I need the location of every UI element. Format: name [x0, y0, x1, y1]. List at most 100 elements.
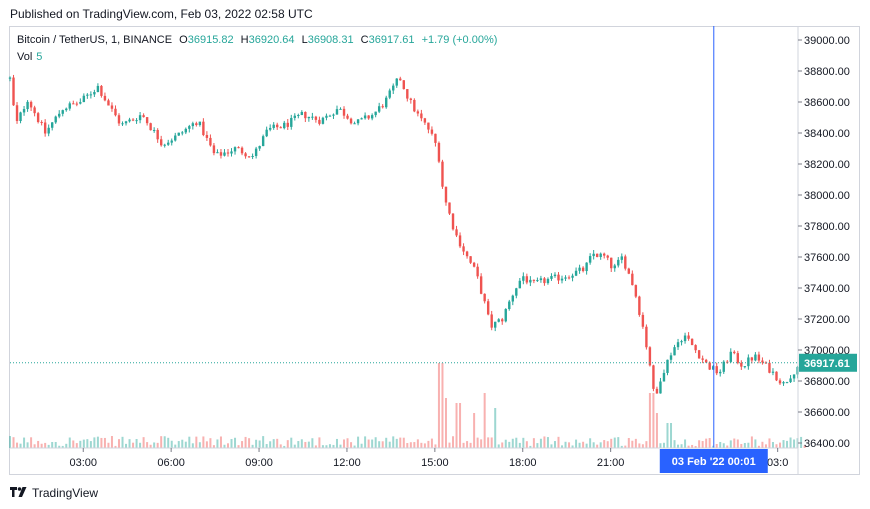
- candle: [58, 110, 61, 119]
- volume-value: 5: [36, 51, 43, 63]
- volume-bar: [768, 438, 771, 448]
- volume-bar: [627, 438, 630, 448]
- candle-body: [750, 357, 754, 361]
- volume-bar: [167, 437, 170, 448]
- volume-bar: [409, 442, 412, 448]
- candle-body: [529, 279, 532, 283]
- candle-body: [374, 111, 377, 116]
- candle-body: [40, 122, 43, 124]
- candle: [114, 105, 117, 117]
- candle: [659, 377, 662, 394]
- candle: [43, 119, 47, 137]
- candle-body: [96, 85, 100, 93]
- volume-bar: [452, 436, 455, 448]
- candle-body: [82, 95, 86, 103]
- candle-body: [26, 101, 29, 110]
- volume-bar: [255, 439, 258, 448]
- candle: [655, 386, 659, 394]
- volume-bar: [170, 440, 173, 448]
- volume-bar: [184, 441, 187, 448]
- volume-label[interactable]: Vol: [17, 51, 33, 63]
- candle: [557, 272, 560, 284]
- volume-bar: [300, 439, 303, 448]
- candle-body: [652, 365, 655, 389]
- volume-bar: [205, 441, 208, 448]
- candle: [181, 130, 184, 136]
- volume-bar: [687, 445, 690, 448]
- volume-bar: [624, 445, 627, 448]
- candle-body: [733, 351, 736, 354]
- volume-bar: [698, 440, 701, 448]
- candle-body: [564, 277, 567, 279]
- volume-bar: [19, 443, 22, 448]
- candle-body: [494, 321, 497, 328]
- candle: [261, 134, 265, 147]
- candle-body: [789, 378, 792, 383]
- candle-body: [546, 278, 550, 284]
- candle-body: [131, 119, 135, 121]
- candle-body: [416, 111, 420, 114]
- volume-bar: [219, 436, 222, 448]
- candle: [314, 115, 318, 123]
- candle-body: [145, 117, 149, 124]
- candle: [683, 332, 687, 344]
- symbol-name[interactable]: Bitcoin / TetherUS, 1, BINANCE: [17, 34, 173, 46]
- volume-bar: [110, 436, 113, 448]
- candle: [159, 135, 163, 147]
- volume-bar: [536, 443, 539, 448]
- price-tick-label: 37800.00: [804, 221, 850, 233]
- candle-body: [181, 132, 184, 134]
- tradingview-footer[interactable]: TradingView: [10, 486, 98, 500]
- time-tick-label: 09:00: [245, 457, 273, 469]
- volume-bar: [82, 439, 85, 448]
- candle-body: [233, 147, 237, 152]
- volume-bar: [223, 444, 226, 448]
- volume-bar: [75, 443, 78, 448]
- volume-bar: [620, 445, 623, 448]
- volume-bar: [258, 440, 261, 448]
- candle-body: [279, 127, 282, 129]
- volume-bar: [469, 442, 472, 448]
- candle: [276, 122, 279, 130]
- candle-body: [634, 285, 638, 297]
- candle-body: [342, 108, 346, 116]
- candle-body: [420, 113, 423, 119]
- candle: [152, 127, 156, 133]
- candle: [388, 88, 391, 100]
- candle: [483, 293, 486, 304]
- volume-bar: [648, 393, 651, 448]
- candle-body: [219, 152, 223, 156]
- candle-body: [152, 129, 156, 131]
- candle-body: [599, 253, 602, 258]
- candle: [610, 257, 613, 272]
- candle-body: [455, 229, 458, 236]
- candle-body: [518, 280, 522, 289]
- volume-bar: [89, 441, 92, 448]
- candle-body: [525, 276, 529, 283]
- volume-bar: [392, 436, 395, 448]
- volume-bar: [786, 440, 789, 448]
- candle: [511, 294, 514, 306]
- candle: [8, 76, 12, 82]
- candle-body: [167, 142, 170, 145]
- candle-body: [335, 109, 339, 115]
- candle: [494, 321, 497, 332]
- candle: [356, 119, 360, 126]
- candle: [747, 354, 750, 370]
- volume-bar: [121, 436, 124, 448]
- volume-bar: [546, 437, 549, 448]
- candle: [244, 152, 247, 159]
- candle: [444, 186, 448, 206]
- close-value: 36917.61: [368, 34, 415, 46]
- volume-bar: [441, 363, 444, 448]
- volume-bar: [314, 445, 317, 448]
- candle-body: [114, 108, 117, 116]
- candle: [216, 149, 219, 154]
- candle-body: [191, 123, 195, 127]
- candle: [448, 202, 451, 216]
- volume-bar: [430, 438, 433, 448]
- candle-body: [174, 135, 177, 141]
- candle-body: [409, 98, 413, 100]
- high-label: H: [240, 34, 249, 46]
